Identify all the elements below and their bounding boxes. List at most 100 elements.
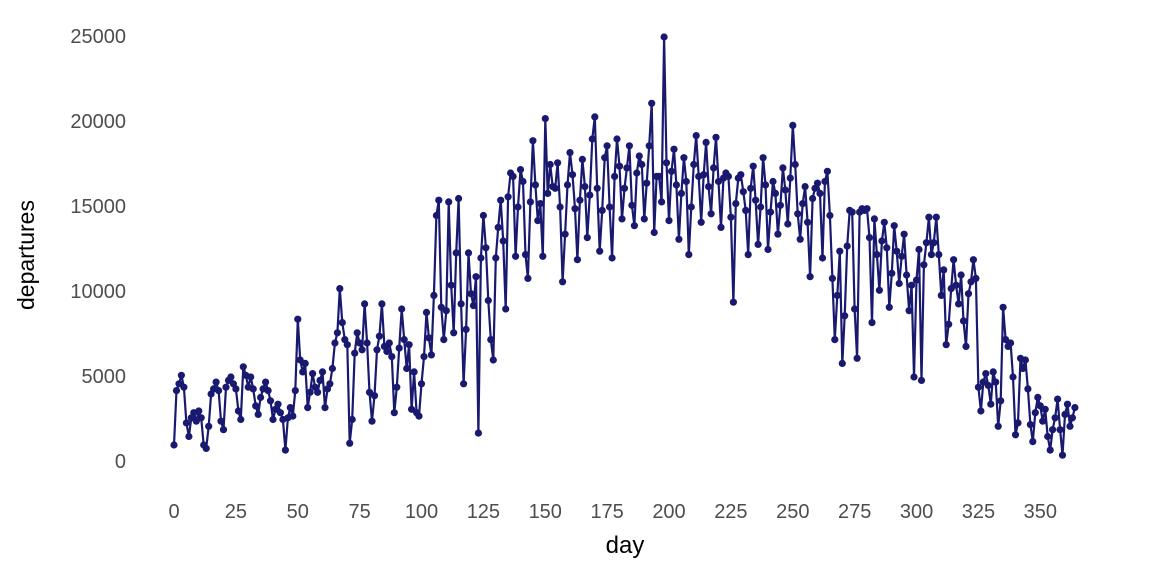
- data-point: [893, 247, 901, 255]
- data-point: [838, 359, 846, 367]
- data-point: [257, 393, 265, 401]
- data-point: [370, 392, 379, 400]
- data-point: [1061, 410, 1069, 418]
- data-point: [571, 205, 579, 213]
- data-point: [672, 181, 681, 189]
- x-tick-label: 300: [899, 501, 934, 523]
- data-point: [821, 177, 829, 186]
- data-point: [611, 172, 619, 180]
- data-point: [405, 341, 413, 349]
- data-point: [922, 239, 931, 247]
- data-point: [497, 196, 505, 204]
- data-point: [927, 251, 936, 259]
- data-point: [717, 223, 725, 231]
- data-point: [1041, 405, 1049, 413]
- data-point: [962, 342, 970, 350]
- data-point: [957, 271, 965, 279]
- data-point: [868, 319, 876, 327]
- data-point: [578, 155, 587, 163]
- data-point: [422, 308, 431, 316]
- data-point: [566, 149, 574, 157]
- data-point: [908, 281, 916, 289]
- data-point: [185, 432, 193, 441]
- data-point: [390, 409, 398, 417]
- data-point: [890, 222, 898, 230]
- data-point: [262, 378, 270, 386]
- data-point: [504, 193, 512, 201]
- data-point: [321, 404, 329, 412]
- data-point: [774, 230, 782, 238]
- data-point: [445, 198, 453, 206]
- data-point: [878, 237, 886, 245]
- data-point: [823, 167, 832, 175]
- data-point: [900, 230, 908, 238]
- data-point: [804, 218, 812, 226]
- data-point: [541, 115, 549, 123]
- data-point: [1044, 432, 1052, 441]
- data-point: [304, 404, 312, 412]
- data-point: [729, 298, 738, 306]
- data-point: [739, 188, 747, 196]
- data-point: [685, 251, 693, 259]
- data-point: [378, 300, 386, 308]
- data-point: [836, 247, 844, 255]
- data-point: [559, 278, 567, 286]
- data-point: [972, 274, 980, 282]
- data-point: [314, 388, 322, 396]
- data-point: [205, 422, 213, 430]
- data-point: [524, 274, 532, 282]
- data-point: [358, 346, 366, 354]
- data-point: [932, 213, 940, 221]
- data-point: [252, 402, 260, 410]
- data-point: [1056, 426, 1064, 434]
- data-point: [702, 138, 710, 146]
- data-point: [964, 290, 973, 298]
- data-point: [519, 177, 527, 186]
- data-point: [655, 172, 663, 180]
- data-point: [742, 206, 750, 214]
- data-point: [534, 217, 542, 225]
- data-point: [554, 159, 562, 167]
- data-point: [1031, 409, 1039, 417]
- data-point: [863, 205, 871, 213]
- data-point: [813, 179, 822, 187]
- data-point: [1063, 400, 1072, 408]
- data-point: [326, 380, 334, 388]
- data-point: [415, 412, 423, 420]
- data-point: [375, 332, 383, 340]
- data-point: [170, 441, 178, 449]
- data-point: [583, 234, 591, 242]
- data-point: [197, 414, 205, 422]
- data-point: [1007, 339, 1015, 347]
- data-point: [222, 383, 230, 391]
- data-point: [212, 378, 220, 386]
- data-point: [318, 368, 327, 376]
- data-point: [935, 251, 943, 259]
- x-tick-label: 225: [714, 501, 748, 523]
- data-point: [274, 400, 282, 408]
- data-point: [457, 300, 465, 308]
- data-point: [269, 415, 277, 424]
- data-point: [841, 312, 849, 320]
- data-point: [499, 237, 507, 245]
- data-point: [843, 242, 851, 250]
- data-point: [974, 383, 983, 391]
- data-point: [910, 373, 918, 381]
- data-point: [942, 341, 950, 349]
- data-point: [870, 215, 879, 223]
- data-point: [237, 415, 245, 424]
- data-point: [182, 419, 190, 427]
- data-point: [469, 302, 478, 310]
- data-point: [180, 383, 188, 391]
- data-point: [492, 254, 500, 262]
- data-point: [464, 249, 473, 257]
- data-point: [353, 329, 361, 337]
- data-point: [1034, 393, 1042, 401]
- data-point: [398, 305, 406, 313]
- data-point: [625, 142, 634, 150]
- data-point: [427, 351, 435, 359]
- data-point: [982, 370, 990, 378]
- data-point: [336, 285, 344, 293]
- data-point: [675, 235, 683, 243]
